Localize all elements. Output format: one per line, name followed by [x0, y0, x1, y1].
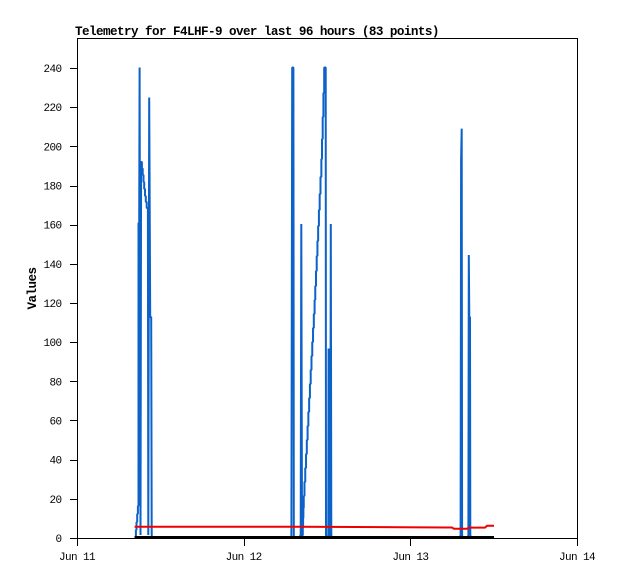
- svg-text:240: 240: [43, 64, 61, 76]
- svg-text:60: 60: [49, 417, 61, 429]
- svg-text:200: 200: [43, 142, 61, 154]
- svg-text:220: 220: [43, 103, 61, 115]
- svg-text:Jun 13: Jun 13: [392, 552, 428, 564]
- svg-text:40: 40: [49, 456, 61, 468]
- svg-text:100: 100: [43, 338, 61, 350]
- svg-text:160: 160: [43, 221, 61, 233]
- svg-text:20: 20: [49, 495, 61, 507]
- svg-text:80: 80: [49, 377, 61, 389]
- svg-text:Telemetry for F4LHF-9 over las: Telemetry for F4LHF-9 over last 96 hours…: [75, 25, 439, 39]
- svg-text:140: 140: [43, 260, 61, 272]
- svg-text:Jun 12: Jun 12: [226, 552, 262, 564]
- svg-text:120: 120: [43, 299, 61, 311]
- svg-text:Jun 14: Jun 14: [559, 552, 596, 564]
- svg-text:180: 180: [43, 182, 61, 194]
- svg-text:Values: Values: [26, 268, 40, 310]
- svg-text:Jun 11: Jun 11: [59, 552, 96, 564]
- svg-text:0: 0: [55, 534, 61, 546]
